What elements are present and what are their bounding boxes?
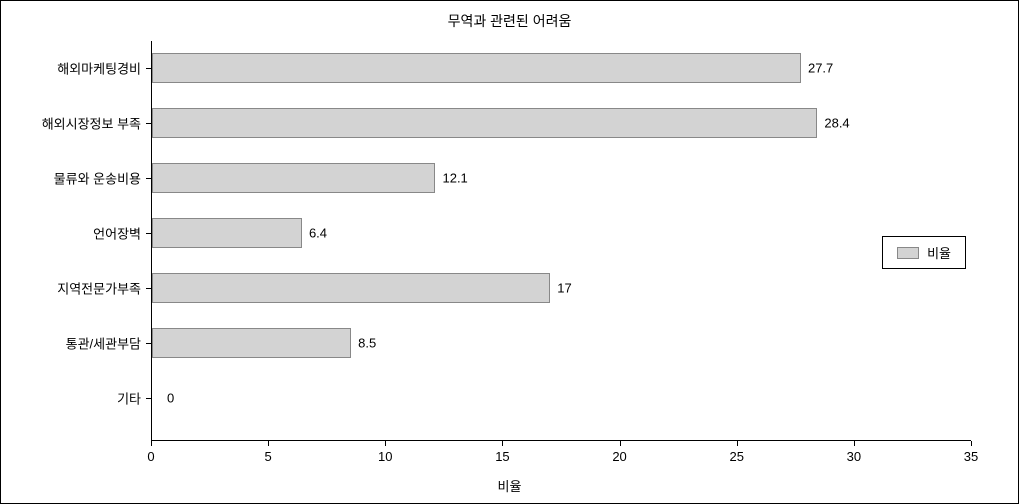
y-tick-mark [146,233,151,234]
x-tick-label: 30 [847,449,861,464]
y-tick-label: 기타 [117,389,141,408]
bar-value-label: 6.4 [309,226,327,241]
x-tick-label: 0 [147,449,154,464]
x-tick-label: 25 [729,449,743,464]
plot-area: 해외마케팅경비27.7해외시장정보 부족28.4물류와 운송비용12.1언어장벽… [151,41,971,441]
bar-value-label: 27.7 [808,61,833,76]
bar: 28.4 [152,108,817,138]
x-tick [620,441,621,446]
x-tick [385,441,386,446]
y-tick-label: 지역전문가부족 [57,279,141,298]
y-tick-label: 물류와 운송비용 [54,169,141,188]
y-tick-mark [146,343,151,344]
bar: 6.4 [152,218,302,248]
x-tick [971,441,972,446]
y-tick-mark [146,398,151,399]
y-tick-mark [146,288,151,289]
bar-value-label: 28.4 [824,116,849,131]
legend-label: 비율 [927,243,951,262]
bar-value-label: 12.1 [442,171,467,186]
x-tick-label: 20 [612,449,626,464]
y-tick-mark [146,68,151,69]
x-axis-title: 비율 [498,476,522,495]
legend-swatch [897,247,919,259]
x-tick-label: 5 [265,449,272,464]
x-tick-label: 10 [378,449,392,464]
x-axis-line [151,440,971,441]
bar-value-label: 8.5 [358,336,376,351]
bar: 17 [152,273,550,303]
x-tick [737,441,738,446]
x-tick [502,441,503,446]
x-tick-label: 35 [964,449,978,464]
y-tick-mark [146,178,151,179]
y-tick-label: 해외시장정보 부족 [42,114,141,133]
y-tick-label: 통관/세관부담 [66,334,141,353]
y-tick-mark [146,123,151,124]
chart-title: 무역과 관련된 어려움 [1,11,1018,31]
x-tick [854,441,855,446]
bar-value-label: 17 [557,281,571,296]
x-tick [268,441,269,446]
chart-container: 무역과 관련된 어려움 해외마케팅경비27.7해외시장정보 부족28.4물류와 … [0,0,1019,504]
legend: 비율 [882,236,966,269]
bar-value-label: 0 [167,391,174,406]
bar: 27.7 [152,53,801,83]
bar: 8.5 [152,328,351,358]
x-tick [151,441,152,446]
y-tick-label: 해외마케팅경비 [57,59,141,78]
bar: 12.1 [152,163,435,193]
y-tick-label: 언어장벽 [93,224,141,243]
x-tick-label: 15 [495,449,509,464]
